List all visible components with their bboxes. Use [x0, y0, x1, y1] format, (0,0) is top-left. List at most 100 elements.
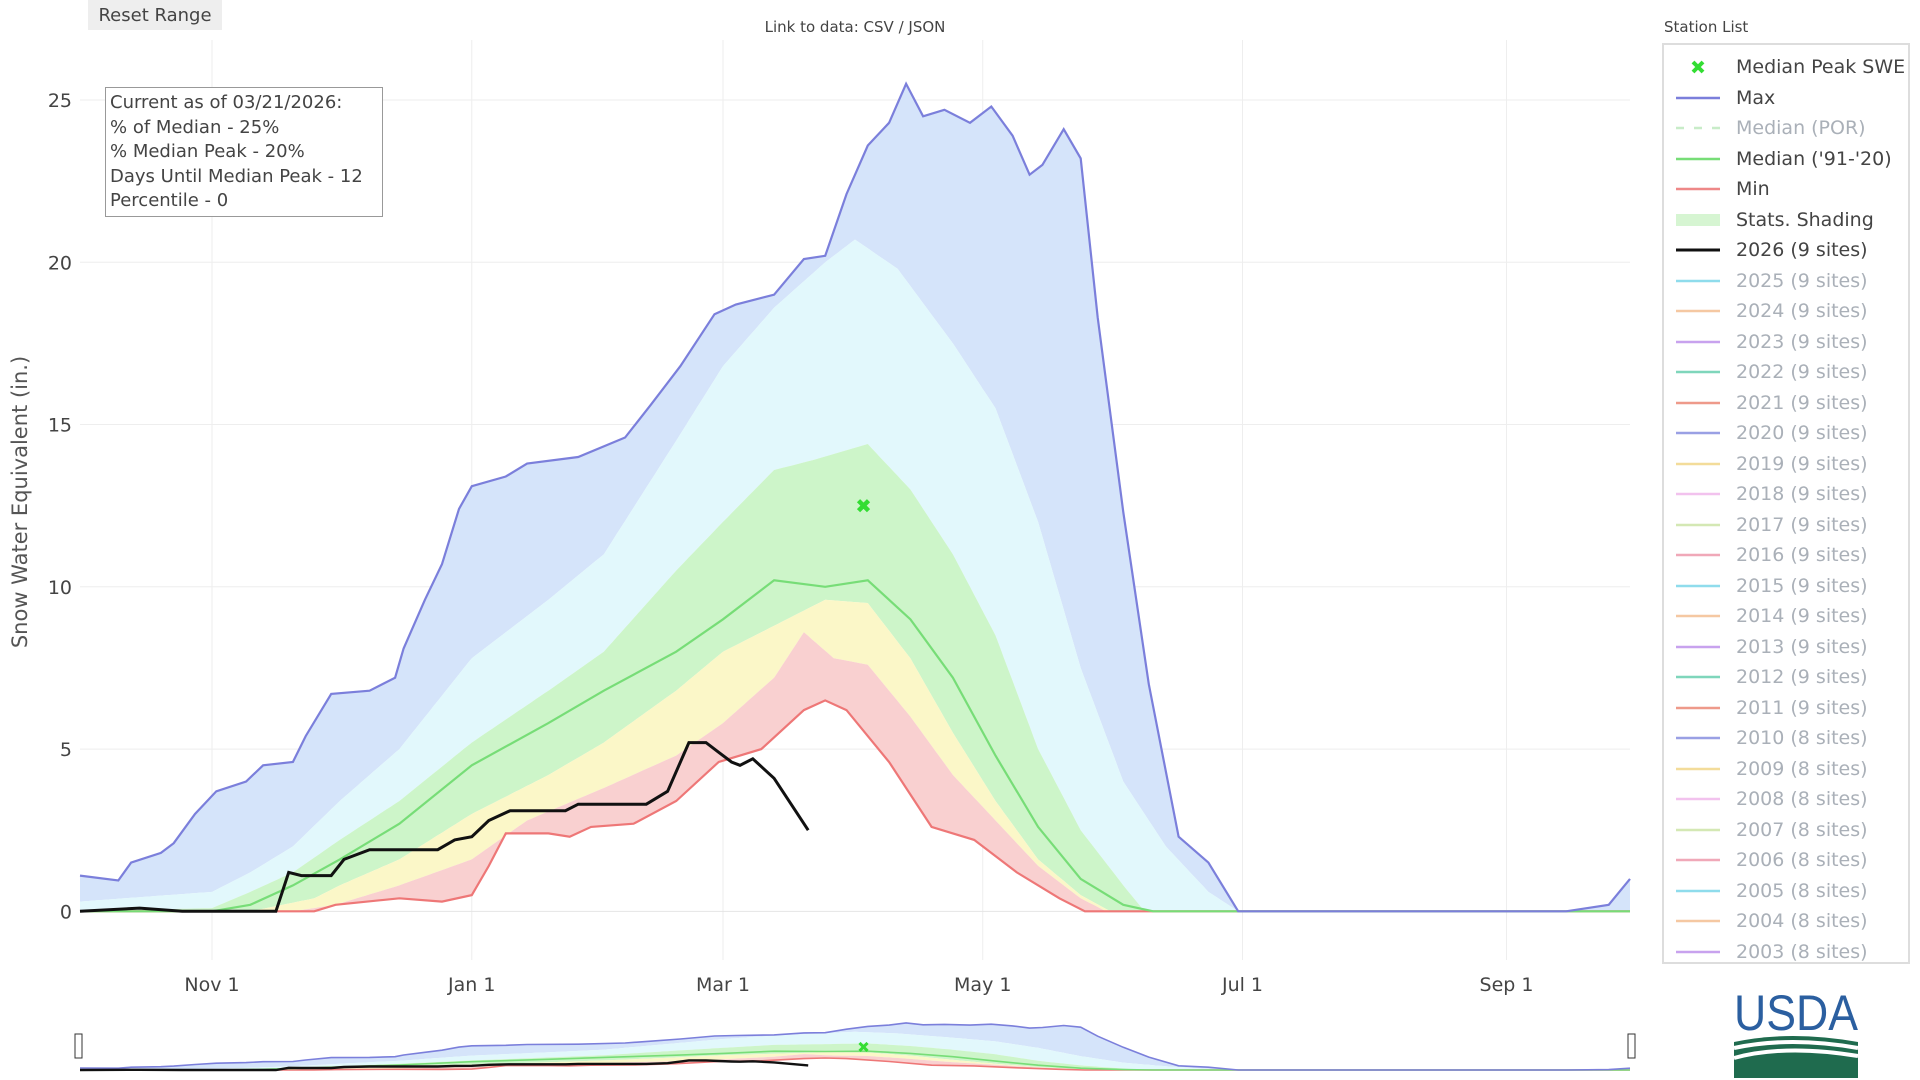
legend-item[interactable]: Median (POR)	[1664, 114, 1908, 142]
x-tick-label: Nov 1	[184, 974, 239, 996]
line-swatch-icon	[1674, 480, 1722, 508]
legend-item[interactable]: 2023 (9 sites)	[1664, 328, 1908, 356]
annotation-date: Current as of 03/21/2026:	[110, 92, 343, 113]
line-swatch-icon	[1674, 389, 1722, 417]
legend-item[interactable]: 2020 (9 sites)	[1664, 419, 1908, 447]
slider-left-handle[interactable]	[74, 1033, 83, 1059]
slider-max-line	[79, 1022, 1631, 1071]
range-slider[interactable]	[74, 1022, 1636, 1072]
legend-label: 2009 (8 sites)	[1736, 757, 1868, 780]
line-swatch-icon	[1674, 785, 1722, 813]
line-swatch-icon	[1674, 328, 1722, 356]
legend-item[interactable]: 2025 (9 sites)	[1664, 267, 1908, 295]
band-30-to-70	[80, 444, 1630, 912]
legend-item[interactable]: 2006 (8 sites)	[1664, 846, 1908, 874]
legend-label: Median Peak SWE	[1736, 56, 1906, 78]
current-year-line	[79, 741, 810, 913]
legend-item[interactable]: Min	[1664, 175, 1908, 203]
line-swatch-icon	[1674, 877, 1722, 905]
annotation-percentile: Percentile - 0	[110, 190, 229, 211]
legend-item[interactable]: 2022 (9 sites)	[1664, 358, 1908, 386]
fill-swatch-icon	[1674, 206, 1722, 234]
slider-min-line	[80, 1057, 1630, 1071]
legend-item[interactable]: 2015 (9 sites)	[1664, 572, 1908, 600]
legend-label: 2017 (9 sites)	[1736, 513, 1868, 536]
current-status-annotation: Current as of 03/21/2026: % of Median - …	[105, 87, 383, 217]
legend-item[interactable]: 2008 (8 sites)	[1664, 785, 1908, 813]
legend-item[interactable]: Median ('91-'20)	[1664, 145, 1908, 173]
legend-label: Median (POR)	[1736, 117, 1866, 139]
legend-label: 2022 (9 sites)	[1736, 361, 1868, 383]
legend: Median Peak SWE Max Median (POR) Median ('9…	[1662, 43, 1910, 964]
svg-text:USDA: USDA	[1734, 986, 1859, 1041]
json-link[interactable]: JSON	[908, 18, 946, 36]
legend-item[interactable]: 2016 (9 sites)	[1664, 541, 1908, 569]
line-swatch-icon	[1674, 633, 1722, 661]
legend-item[interactable]: Median Peak SWE	[1664, 53, 1908, 81]
legend-label: 2014 (9 sites)	[1736, 605, 1868, 627]
slider-band-90-to-max	[80, 1022, 1630, 1070]
legend-item[interactable]: Max	[1664, 84, 1908, 112]
legend-item[interactable]: 2003 (8 sites)	[1664, 938, 1908, 966]
axis-ticks: 0 5 10 15 20 25 Nov 1 Jan 1 Mar 1 May 1 Jul 1 Sep 1	[48, 90, 1534, 996]
y-tick-label: 15	[48, 415, 72, 437]
legend-item[interactable]: 2026 (9 sites)	[1664, 236, 1908, 264]
legend-item[interactable]: 2013 (9 sites)	[1664, 633, 1908, 661]
band-min-to-10	[80, 632, 1630, 912]
band-10-to-30	[80, 599, 1630, 912]
line-swatch-icon	[1674, 419, 1722, 447]
line-swatch-icon	[1674, 846, 1722, 874]
legend-label: 2024 (9 sites)	[1736, 300, 1868, 322]
reset-range-button[interactable]: Reset Range	[88, 0, 222, 30]
line-swatch-icon	[1674, 602, 1722, 630]
legend-item[interactable]: 2007 (8 sites)	[1664, 816, 1908, 844]
legend-item[interactable]: 2004 (8 sites)	[1664, 907, 1908, 935]
legend-item[interactable]: 2021 (9 sites)	[1664, 389, 1908, 417]
legend-item[interactable]: 2009 (8 sites)	[1664, 755, 1908, 783]
dashed-line-icon	[1674, 114, 1722, 142]
legend-label: Min	[1736, 178, 1770, 200]
line-swatch-icon	[1674, 541, 1722, 569]
annotation-pct-median: % of Median - 25%	[110, 116, 280, 138]
legend-item[interactable]: 2017 (9 sites)	[1664, 511, 1908, 539]
line-swatch-icon	[1674, 267, 1722, 295]
x-tick-label: Jan 1	[447, 974, 495, 996]
link-prefix: Link to data:	[764, 18, 864, 36]
line-swatch-icon	[1674, 694, 1722, 722]
slider-right-handle[interactable]	[1627, 1033, 1636, 1059]
line-swatch-icon	[1674, 358, 1722, 386]
legend-item[interactable]: 2010 (8 sites)	[1664, 724, 1908, 752]
legend-item[interactable]: 2014 (9 sites)	[1664, 602, 1908, 630]
line-swatch-icon	[1674, 938, 1722, 966]
legend-label: Median ('91-'20)	[1736, 147, 1892, 170]
x-tick-label: Sep 1	[1480, 974, 1534, 996]
x-tick-label: Jul 1	[1221, 974, 1263, 996]
legend-item[interactable]: 2018 (9 sites)	[1664, 480, 1908, 508]
annotation-pct-median-peak: % Median Peak - 20%	[110, 141, 305, 162]
y-tick-label: 20	[48, 252, 72, 274]
line-swatch-icon	[1674, 907, 1722, 935]
legend-item[interactable]: 2024 (9 sites)	[1664, 297, 1908, 325]
legend-label: 2015 (9 sites)	[1736, 574, 1868, 597]
legend-item[interactable]: 2011 (9 sites)	[1664, 694, 1908, 722]
median-peak-marker	[856, 499, 871, 513]
legend-item[interactable]: 2012 (9 sites)	[1664, 663, 1908, 691]
line-swatch-icon	[1674, 145, 1722, 173]
legend-label: 2005 (8 sites)	[1736, 879, 1868, 902]
y-tick-label: 25	[48, 90, 72, 112]
csv-link[interactable]: CSV	[863, 18, 894, 36]
x-marker-icon	[1674, 53, 1722, 81]
median-line	[80, 579, 1630, 913]
x-tick-label: May 1	[954, 974, 1011, 996]
legend-item[interactable]: 2019 (9 sites)	[1664, 450, 1908, 478]
legend-item[interactable]: Stats. Shading	[1664, 206, 1908, 234]
legend-label: 2019 (9 sites)	[1736, 452, 1868, 475]
legend-label: 2010 (8 sites)	[1736, 727, 1868, 749]
slider-current-year-line	[79, 1059, 809, 1072]
legend-label: 2004 (8 sites)	[1736, 910, 1868, 932]
annotation-days-until-peak: Days Until Median Peak - 12	[110, 165, 363, 187]
line-swatch-icon	[1674, 175, 1722, 203]
legend-item[interactable]: 2005 (8 sites)	[1664, 877, 1908, 905]
legend-label: 2012 (9 sites)	[1736, 666, 1868, 688]
line-swatch-icon	[1674, 511, 1722, 539]
